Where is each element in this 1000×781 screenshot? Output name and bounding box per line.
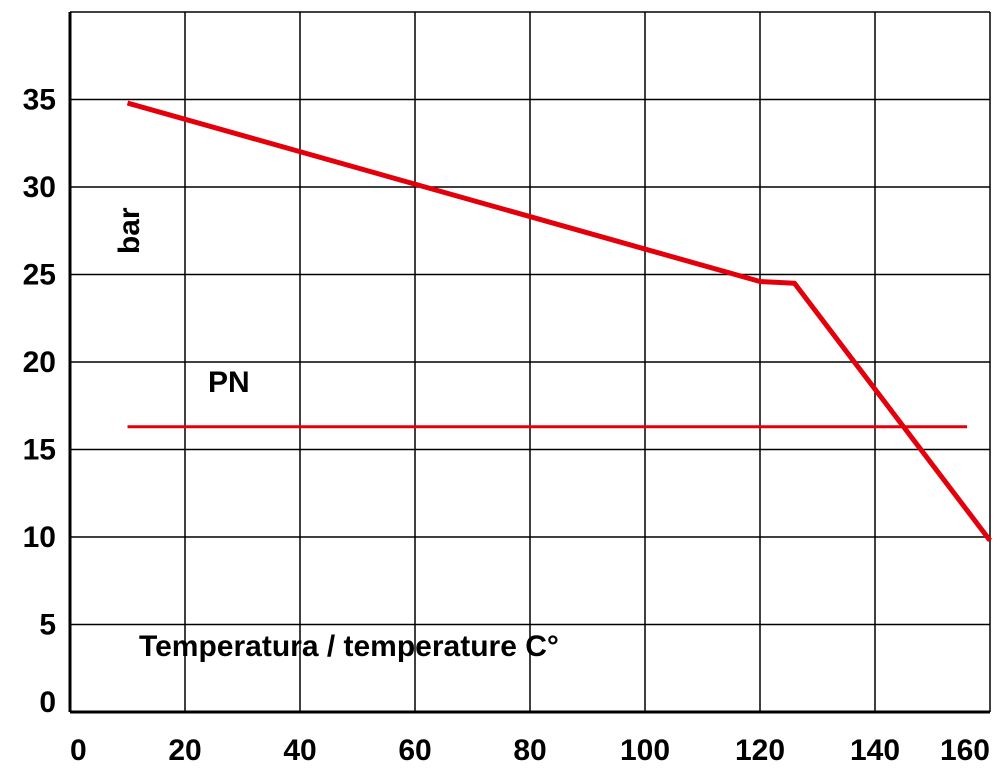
x-tick-label: 60 bbox=[398, 734, 431, 767]
y-tick-label: 15 bbox=[23, 434, 56, 467]
x-tick-label: 160 bbox=[940, 734, 990, 767]
pressure-temperature-chart: 0 20 40 60 80 100 120 140 160 0 5 10 15 20 25 30 35 bar PN… bbox=[0, 0, 1000, 781]
x-tick-label: 100 bbox=[620, 734, 670, 767]
x-tick-label: 120 bbox=[735, 734, 785, 767]
y-tick-label: 20 bbox=[23, 346, 56, 379]
y-tick-label: 35 bbox=[23, 84, 56, 117]
y-tick-label: 25 bbox=[23, 259, 56, 292]
x-axis-caption: Temperatura / temperature C° bbox=[139, 630, 559, 663]
x-tick-label: 20 bbox=[168, 734, 201, 767]
x-tick-label: 0 bbox=[70, 734, 87, 767]
x-tick-label: 140 bbox=[850, 734, 900, 767]
y-tick-label: 30 bbox=[23, 171, 56, 204]
y-tick-label: 10 bbox=[23, 521, 56, 554]
series-burst-curve bbox=[128, 103, 991, 541]
y-axis-unit-label: bar bbox=[113, 207, 146, 254]
chart-svg: 0 20 40 60 80 100 120 140 160 0 5 10 15 20 25 30 35 bar PN… bbox=[0, 0, 1000, 781]
x-tick-label: 80 bbox=[513, 734, 546, 767]
x-tick-label: 40 bbox=[283, 734, 316, 767]
pn-label: PN bbox=[208, 366, 250, 399]
y-tick-label: 5 bbox=[39, 609, 56, 642]
y-tick-label: 0 bbox=[39, 686, 56, 719]
